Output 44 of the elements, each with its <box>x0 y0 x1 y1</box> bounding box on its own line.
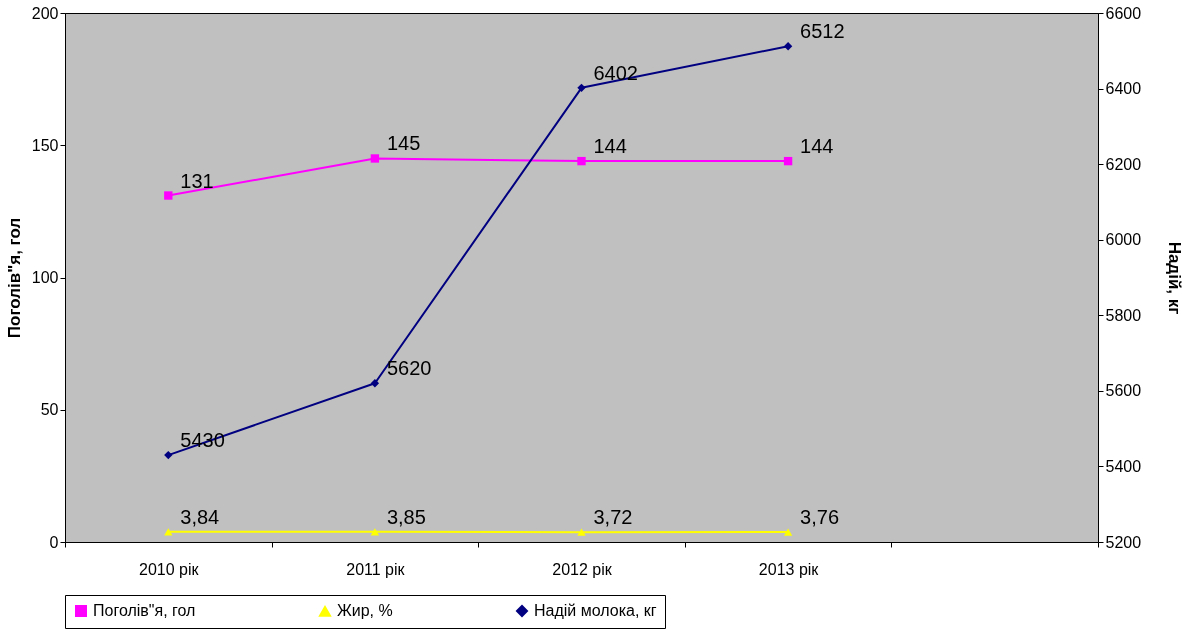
data-label: 3,76 <box>800 506 840 529</box>
x-tick-label: 2011 рік <box>346 560 406 578</box>
y-axis-title: Поголів"я, гол <box>4 217 24 339</box>
y-tick-label: 50 <box>40 401 59 419</box>
legend-label: Поголів"я, гол <box>93 602 196 619</box>
data-label: 3,72 <box>593 506 633 529</box>
y2-tick-label: 5600 <box>1105 382 1142 400</box>
x-tick-label: 2012 рік <box>552 560 613 578</box>
data-label: 6512 <box>800 20 845 43</box>
y2-tick-label: 5400 <box>1105 457 1142 475</box>
data-label: 144 <box>800 135 834 158</box>
y2-tick-label: 6400 <box>1105 80 1142 98</box>
point <box>370 528 380 536</box>
data-label: 5620 <box>386 357 432 380</box>
point <box>577 156 586 166</box>
y-tick-label: 150 <box>31 136 59 154</box>
point <box>577 528 586 536</box>
y2-tick-label: 6600 <box>1105 4 1142 22</box>
y2-axis-title: Надій, кг <box>1165 241 1185 315</box>
point <box>783 156 793 166</box>
data-label: 3,84 <box>180 505 220 528</box>
y-tick-label: 200 <box>31 4 59 22</box>
y2-tick-label: 6200 <box>1105 155 1142 173</box>
y2-tick-label: 6000 <box>1105 231 1142 249</box>
x-tick-label: 2013 рік <box>758 560 820 578</box>
data-label: 144 <box>593 135 627 158</box>
y2-tick-label: 5800 <box>1105 306 1142 324</box>
point <box>370 379 380 388</box>
point <box>783 42 793 51</box>
x-tick-label: 2010 рік <box>139 560 200 578</box>
point <box>164 191 173 200</box>
data-label: 131 <box>180 169 214 192</box>
point <box>577 83 586 92</box>
legend-label: Надій молока, кг <box>534 602 657 619</box>
point <box>783 528 793 536</box>
y-tick-label: 100 <box>31 269 59 286</box>
legend-label: Жир, % <box>337 602 393 620</box>
data-label: 6402 <box>593 61 638 84</box>
y2-tick-label: 5200 <box>1105 533 1142 551</box>
data-label: 145 <box>386 132 421 155</box>
data-label: 3,85 <box>386 505 426 528</box>
point <box>164 450 173 460</box>
y-tick-label: 0 <box>49 533 59 551</box>
point <box>370 154 380 163</box>
